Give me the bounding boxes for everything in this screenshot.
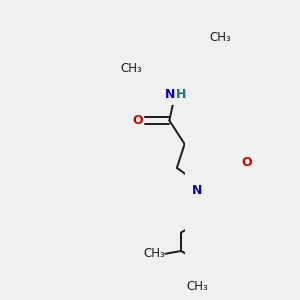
Text: CH₃: CH₃ [144,247,165,260]
Text: CH₃: CH₃ [186,280,208,292]
Text: O: O [132,114,142,127]
Text: N: N [164,88,175,101]
Text: CH₃: CH₃ [121,62,142,75]
Text: H: H [176,88,186,101]
Text: O: O [242,156,252,169]
Text: CH₃: CH₃ [209,31,231,44]
Text: N: N [192,184,202,197]
